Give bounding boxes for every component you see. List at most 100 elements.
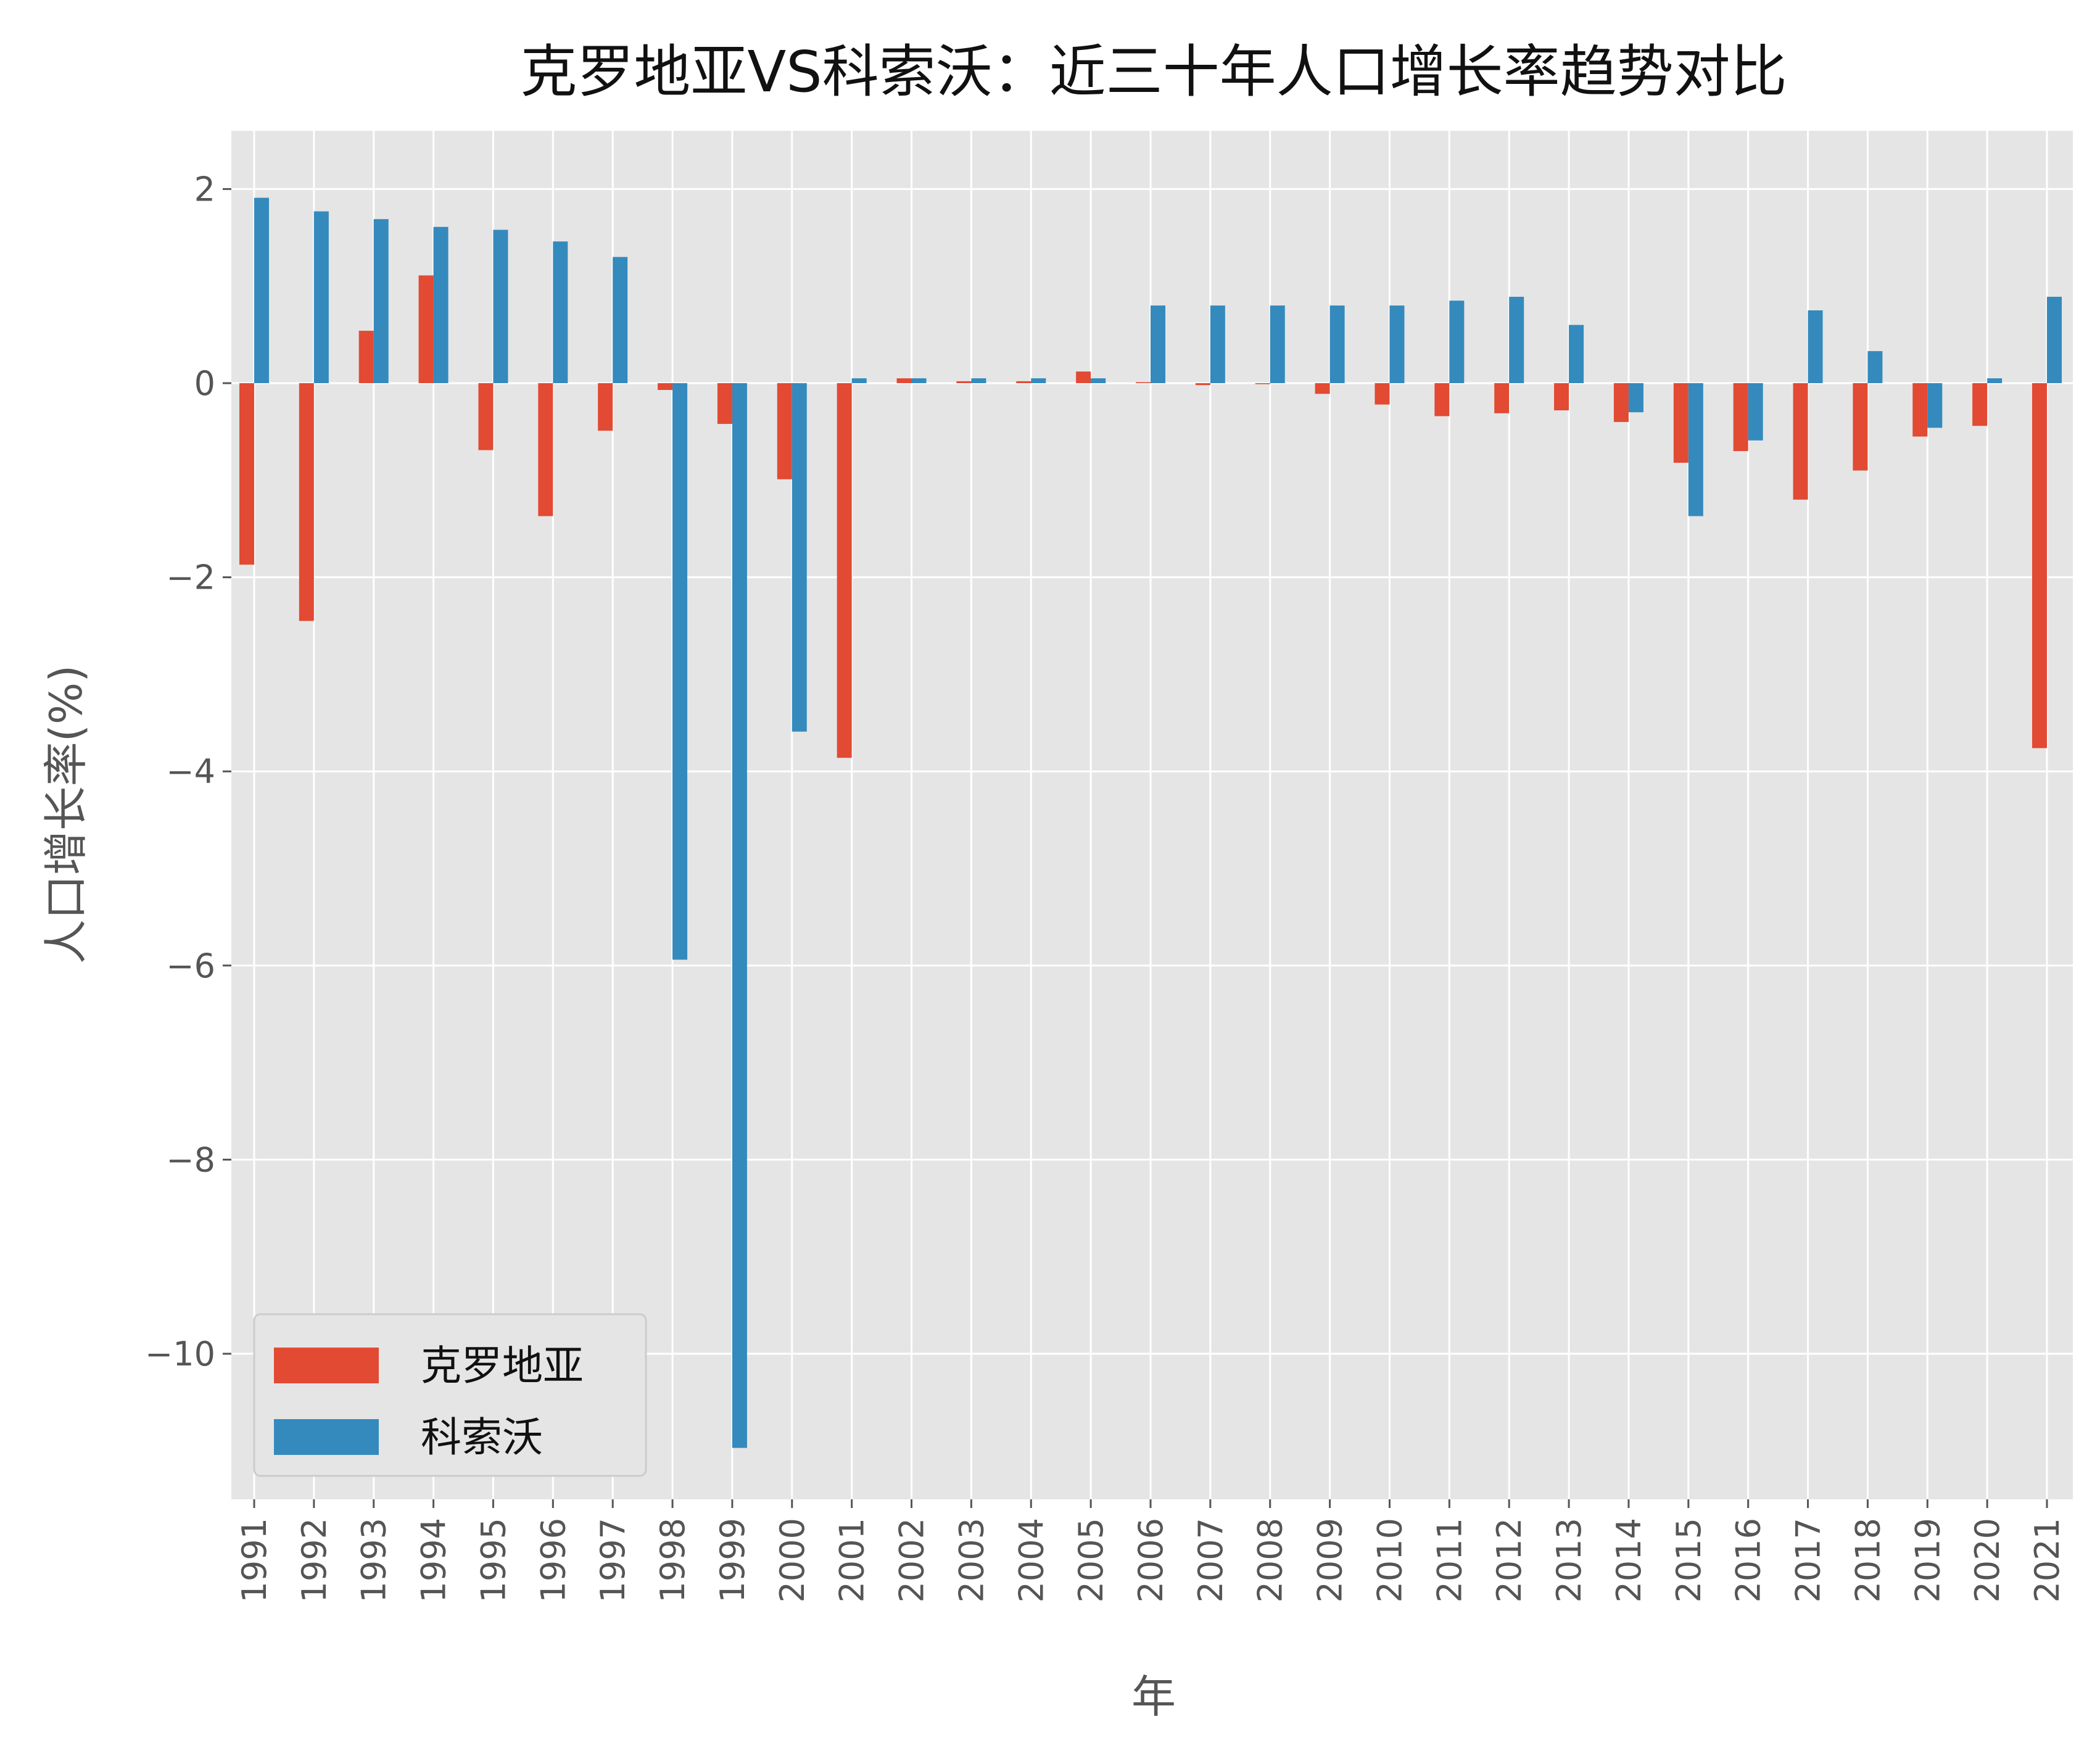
x-tick-label: 2004 xyxy=(1012,1518,1051,1602)
x-tick-label: 2012 xyxy=(1490,1518,1529,1602)
bar-series-1 xyxy=(2032,383,2047,748)
bar-series-2 xyxy=(613,257,628,383)
bars xyxy=(239,197,2062,1448)
bar-series-2 xyxy=(1688,383,1703,516)
y-axis-ticks: 2 0 −2 −4 −6 −8 −10 xyxy=(145,170,231,1373)
bar-series-1 xyxy=(837,383,852,758)
bar-series-2 xyxy=(792,383,807,732)
x-axis-ticks: 1991 1992 1993 1994 1995 1996 1997 1998 1999 2000… xyxy=(235,1499,2067,1602)
bar-series-2 xyxy=(553,241,568,383)
legend-entry-label: 科索沃 xyxy=(421,1414,543,1461)
bar-series-1 xyxy=(1733,383,1748,452)
bar-series-2 xyxy=(2047,296,2062,383)
bar-series-2 xyxy=(433,226,449,383)
x-tick-label: 2013 xyxy=(1550,1518,1589,1602)
bar-series-2 xyxy=(493,230,508,383)
legend-swatch xyxy=(274,1348,379,1383)
x-tick-label: 2008 xyxy=(1251,1518,1290,1602)
bar-series-1 xyxy=(1554,383,1569,411)
x-tick-label: 2005 xyxy=(1072,1518,1110,1602)
x-tick-label: 2017 xyxy=(1789,1518,1828,1602)
x-tick-label: 1997 xyxy=(593,1518,632,1602)
bar-series-1 xyxy=(1076,371,1091,383)
bar-series-2 xyxy=(1091,378,1106,383)
y-tick-label: −6 xyxy=(166,946,215,985)
bar-series-1 xyxy=(358,331,374,383)
bar-series-2 xyxy=(1210,305,1225,383)
bar-series-2 xyxy=(1031,378,1046,383)
bar-series-1 xyxy=(1016,381,1031,383)
bar-series-2 xyxy=(1748,383,1763,441)
bar-series-2 xyxy=(254,197,269,383)
bar-series-1 xyxy=(1315,383,1330,394)
bar-series-2 xyxy=(1329,305,1345,383)
bar-series-2 xyxy=(1569,325,1584,383)
bar-series-1 xyxy=(598,383,613,431)
bar-series-1 xyxy=(658,383,673,391)
bar-series-1 xyxy=(1673,383,1689,463)
bar-series-2 xyxy=(971,378,986,383)
y-tick-label: −2 xyxy=(166,558,215,597)
y-tick-label: −4 xyxy=(166,752,215,791)
y-tick-label: −8 xyxy=(166,1140,215,1179)
bar-series-1 xyxy=(1972,383,1988,426)
bar-series-1 xyxy=(1912,383,1928,437)
bar-series-2 xyxy=(851,378,867,383)
x-tick-label: 2002 xyxy=(893,1518,932,1602)
x-tick-label: 2020 xyxy=(1968,1518,2007,1602)
bar-series-1 xyxy=(1793,383,1808,500)
bar-series-2 xyxy=(1151,305,1165,383)
bar-series-2 xyxy=(313,211,329,383)
bar-series-1 xyxy=(896,378,912,383)
x-tick-label: 1999 xyxy=(713,1518,752,1602)
legend-entry-label: 克罗地亚 xyxy=(421,1342,584,1390)
x-tick-label: 2006 xyxy=(1131,1518,1170,1602)
bar-series-2 xyxy=(1808,310,1823,383)
x-tick-label: 1995 xyxy=(474,1518,513,1602)
bar-series-1 xyxy=(1255,383,1270,384)
bar-series-1 xyxy=(299,383,314,621)
legend-swatch xyxy=(274,1419,379,1455)
bar-series-1 xyxy=(717,383,732,425)
bar-series-2 xyxy=(1987,378,2003,383)
x-tick-label: 2015 xyxy=(1669,1518,1708,1602)
x-tick-label: 2018 xyxy=(1848,1518,1887,1602)
bar-series-1 xyxy=(538,383,553,516)
y-tick-label: 0 xyxy=(194,364,215,403)
bar-series-2 xyxy=(1270,305,1285,383)
bar-series-1 xyxy=(478,383,494,450)
x-tick-label: 1991 xyxy=(235,1518,274,1602)
bar-series-1 xyxy=(418,275,434,383)
bar-series-2 xyxy=(911,378,927,383)
bar-series-2 xyxy=(672,383,688,960)
bar-series-1 xyxy=(1853,383,1868,471)
bar-series-2 xyxy=(373,219,389,383)
bar-series-2 xyxy=(732,383,747,1448)
bar-series-1 xyxy=(1195,383,1210,386)
x-tick-label: 2021 xyxy=(2028,1518,2067,1602)
bar-series-2 xyxy=(1867,351,1883,383)
bar-series-1 xyxy=(239,383,254,565)
bar-series-2 xyxy=(1509,296,1524,383)
bar-series-2 xyxy=(1628,383,1643,413)
x-axis-label: 年 xyxy=(1131,1671,1176,1723)
x-tick-label: 2000 xyxy=(773,1518,812,1602)
x-tick-label: 2009 xyxy=(1311,1518,1350,1602)
x-tick-label: 1996 xyxy=(534,1518,573,1602)
y-tick-label: −10 xyxy=(145,1335,215,1373)
x-tick-label: 2016 xyxy=(1729,1518,1768,1602)
x-tick-label: 2011 xyxy=(1430,1518,1469,1602)
x-tick-label: 2019 xyxy=(1908,1518,1947,1602)
bar-series-2 xyxy=(1389,305,1405,383)
bar-series-1 xyxy=(1494,383,1510,413)
y-axis-label: 人口增长率(%) xyxy=(40,665,92,964)
bar-series-1 xyxy=(777,383,792,479)
x-tick-label: 1993 xyxy=(355,1518,394,1602)
x-tick-label: 1992 xyxy=(295,1518,334,1602)
x-tick-label: 1998 xyxy=(653,1518,692,1602)
bar-series-1 xyxy=(956,381,972,383)
bar-series-1 xyxy=(1434,383,1450,416)
y-tick-label: 2 xyxy=(194,170,215,209)
